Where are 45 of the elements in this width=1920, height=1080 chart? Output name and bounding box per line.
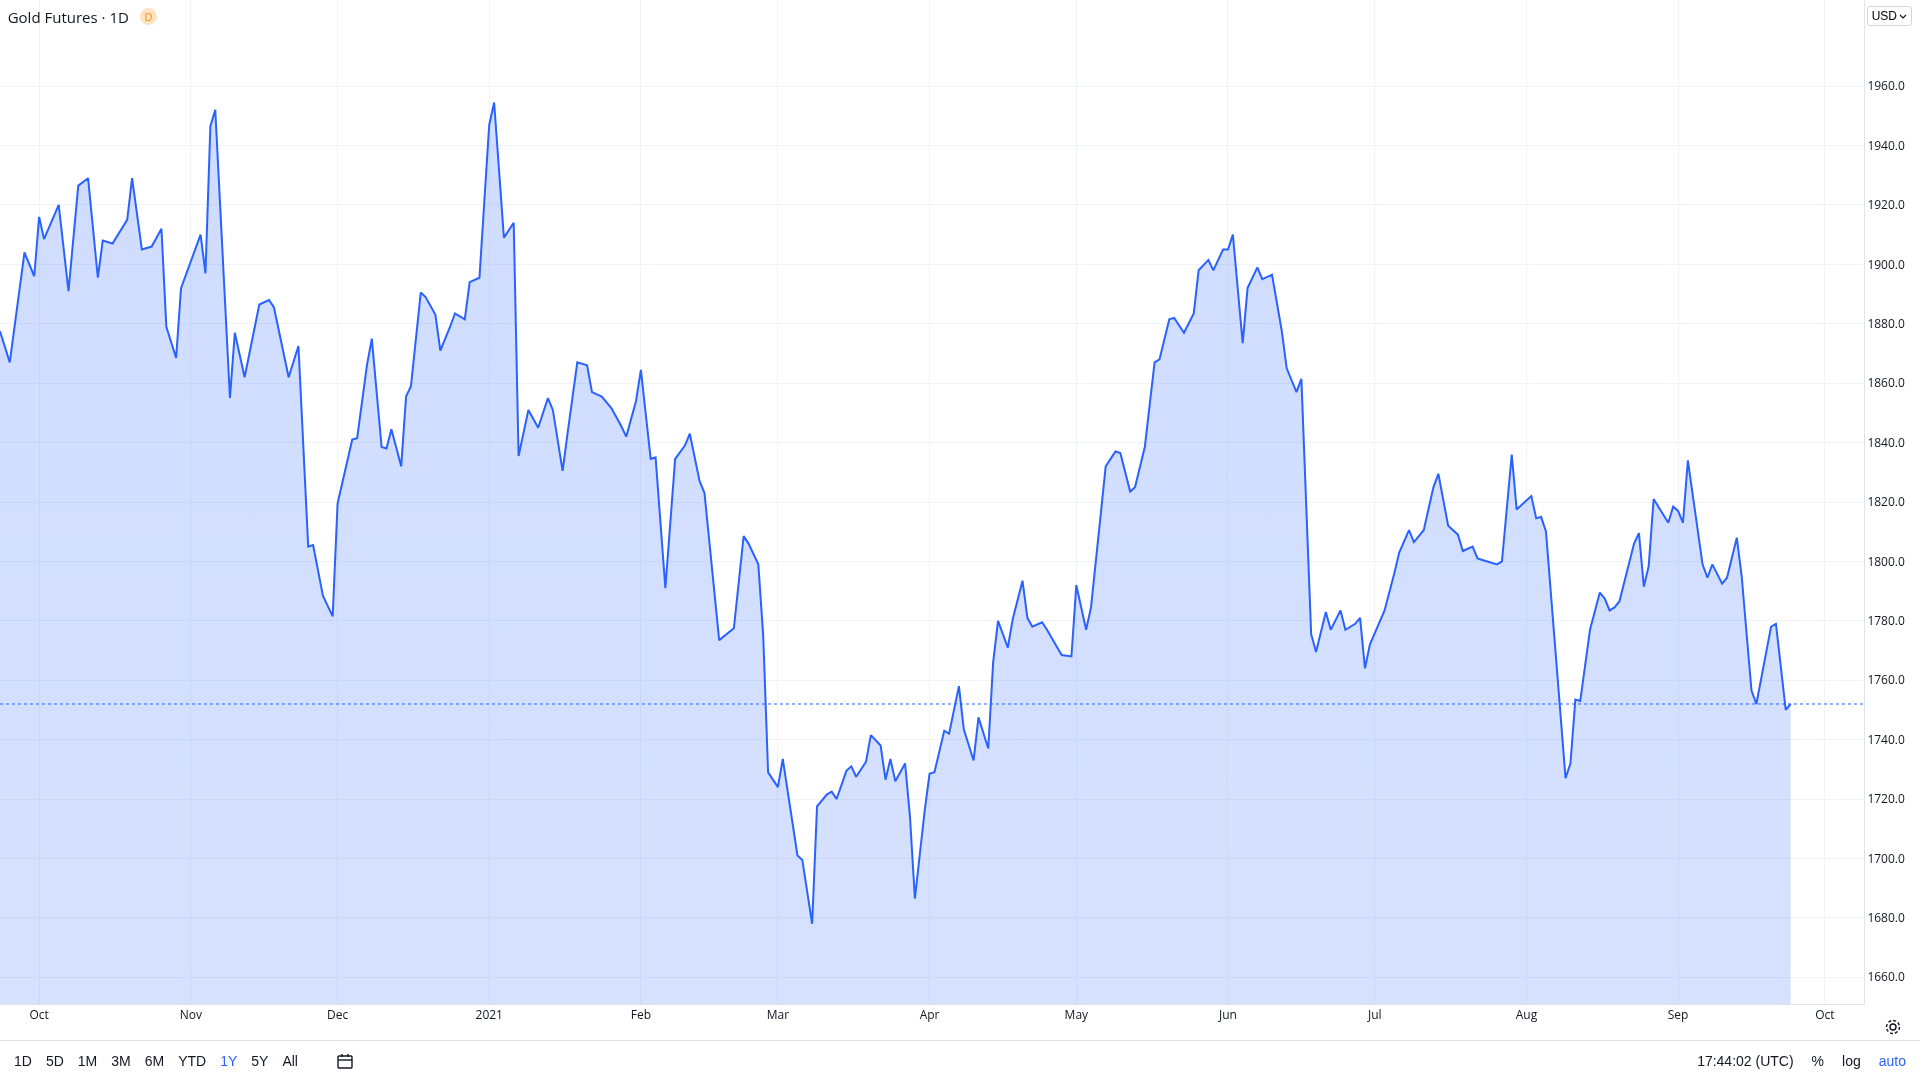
y-tick-label: 1840.0 bbox=[1867, 433, 1905, 451]
annotation: D bbox=[144, 10, 153, 23]
x-tick-label: Apr bbox=[919, 1006, 940, 1024]
text: 17:44:02 (UTC) bbox=[1697, 1053, 1794, 1069]
text: Gold Futures · 1D bbox=[7, 6, 129, 27]
x-tick-label: 2021 bbox=[475, 1006, 503, 1024]
text: 1Y bbox=[220, 1053, 238, 1069]
y-tick-label: 1700.0 bbox=[1867, 849, 1905, 867]
x-tick-label: Oct bbox=[1815, 1006, 1835, 1024]
text: USD bbox=[1871, 9, 1897, 23]
y-tick-label: 1920.0 bbox=[1867, 196, 1905, 214]
y-tick-label: 1760.0 bbox=[1867, 671, 1905, 689]
y-tick-label: 1860.0 bbox=[1867, 374, 1905, 392]
y-tick-label: 1740.0 bbox=[1867, 730, 1905, 748]
x-tick-label: Oct bbox=[29, 1006, 49, 1024]
x-tick-label: Mar bbox=[766, 1006, 790, 1024]
y-tick-label: 1820.0 bbox=[1867, 493, 1905, 511]
text: log bbox=[1842, 1053, 1861, 1069]
y-tick-label: 1940.0 bbox=[1867, 136, 1905, 154]
y-tick-label: 1960.0 bbox=[1867, 77, 1905, 95]
text: All bbox=[282, 1053, 298, 1069]
text: YTD bbox=[178, 1053, 207, 1069]
text: 5D bbox=[45, 1053, 64, 1069]
y-tick-label: 1680.0 bbox=[1867, 909, 1905, 927]
y-tick-label: 1660.0 bbox=[1867, 968, 1905, 986]
text: auto bbox=[1878, 1053, 1906, 1069]
text: 5Y bbox=[251, 1053, 269, 1069]
text: % bbox=[1811, 1053, 1825, 1069]
x-tick-label: Jul bbox=[1366, 1006, 1382, 1024]
x-tick-label: Jun bbox=[1218, 1006, 1237, 1024]
y-tick-label: 1720.0 bbox=[1867, 790, 1905, 808]
x-tick-label: May bbox=[1064, 1006, 1090, 1024]
text: 1D bbox=[14, 1053, 32, 1069]
y-tick-label: 1800.0 bbox=[1867, 552, 1905, 570]
text: 1M bbox=[77, 1053, 98, 1069]
text: 6M bbox=[144, 1053, 165, 1069]
y-tick-label: 1780.0 bbox=[1867, 612, 1905, 630]
x-tick-label: Nov bbox=[179, 1006, 202, 1024]
x-tick-label: Feb bbox=[630, 1006, 652, 1024]
text: 3M bbox=[111, 1053, 131, 1069]
y-tick-label: 1880.0 bbox=[1867, 314, 1905, 332]
x-tick-label: Sep bbox=[1667, 1006, 1689, 1024]
x-tick-label: Dec bbox=[326, 1006, 349, 1024]
x-tick-label: Aug bbox=[1515, 1006, 1538, 1024]
y-tick-label: 1900.0 bbox=[1867, 255, 1905, 273]
